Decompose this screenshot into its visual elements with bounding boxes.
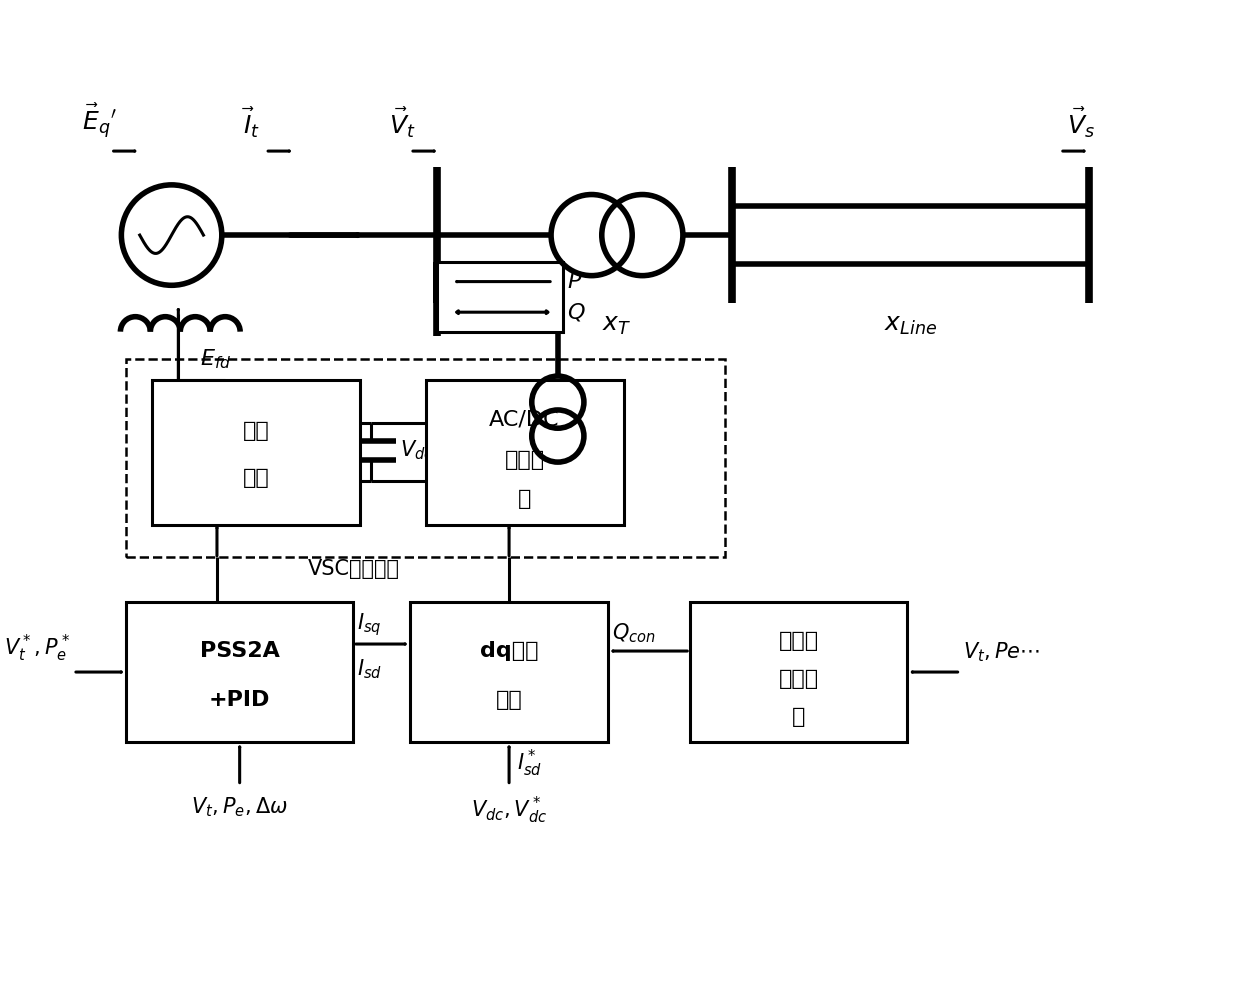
Text: 器: 器	[792, 707, 806, 727]
Text: $E_{fd}$: $E_{fd}$	[200, 347, 231, 371]
Text: 斩波: 斩波	[243, 421, 269, 440]
Text: $\vec{I}_t$: $\vec{I}_t$	[242, 106, 260, 140]
Text: AC/DC: AC/DC	[490, 409, 559, 429]
Bar	[438, 262, 563, 332]
Text: dq解耦: dq解耦	[480, 641, 538, 661]
Text: 尼控制: 尼控制	[779, 669, 818, 689]
Text: 控制: 控制	[496, 690, 522, 710]
Bar	[425, 380, 624, 525]
Text: $I_{sd}^*$: $I_{sd}^*$	[517, 748, 542, 779]
Text: $x_T$: $x_T$	[603, 313, 631, 336]
Text: $x_{Line}$: $x_{Line}$	[884, 313, 937, 336]
Text: $V_t,P_e,\Delta\omega$: $V_t,P_e,\Delta\omega$	[191, 796, 288, 819]
Text: $Q$: $Q$	[567, 301, 585, 323]
Text: 装置: 装置	[243, 469, 269, 489]
Text: 无功阻: 无功阻	[779, 631, 818, 651]
Text: $V_{dc}$: $V_{dc}$	[401, 439, 434, 462]
Text: +PID: +PID	[210, 690, 270, 710]
Text: $\vec{I}_s$: $\vec{I}_s$	[594, 491, 611, 522]
Text: $I_{sq}$: $I_{sq}$	[357, 611, 382, 639]
Text: VSC励磁系统: VSC励磁系统	[308, 558, 399, 579]
Text: $V_t,Pe\cdots$: $V_t,Pe\cdots$	[963, 641, 1040, 664]
Text: PSS2A: PSS2A	[200, 641, 279, 661]
Bar	[153, 380, 360, 525]
Text: $V_{dc},V_{dc}^*$: $V_{dc},V_{dc}^*$	[471, 796, 547, 826]
Text: $\vec{V}_t$: $\vec{V}_t$	[389, 106, 415, 140]
Text: 置: 置	[518, 489, 531, 509]
Bar	[410, 602, 608, 742]
Bar	[691, 602, 908, 742]
Text: $V_t^*,P_e^*$: $V_t^*,P_e^*$	[4, 633, 71, 664]
Text: 整流装: 整流装	[505, 449, 544, 470]
Text: $P$: $P$	[567, 272, 582, 291]
Text: $I_{sd}$: $I_{sd}$	[357, 657, 382, 681]
Text: $\vec{V}_s$: $\vec{V}_s$	[1066, 106, 1095, 140]
Text: $Q_{con}$: $Q_{con}$	[611, 622, 656, 645]
Bar	[126, 602, 353, 742]
Text: $\vec{E}{_q}'$: $\vec{E}{_q}'$	[82, 102, 117, 140]
Bar	[126, 359, 725, 556]
